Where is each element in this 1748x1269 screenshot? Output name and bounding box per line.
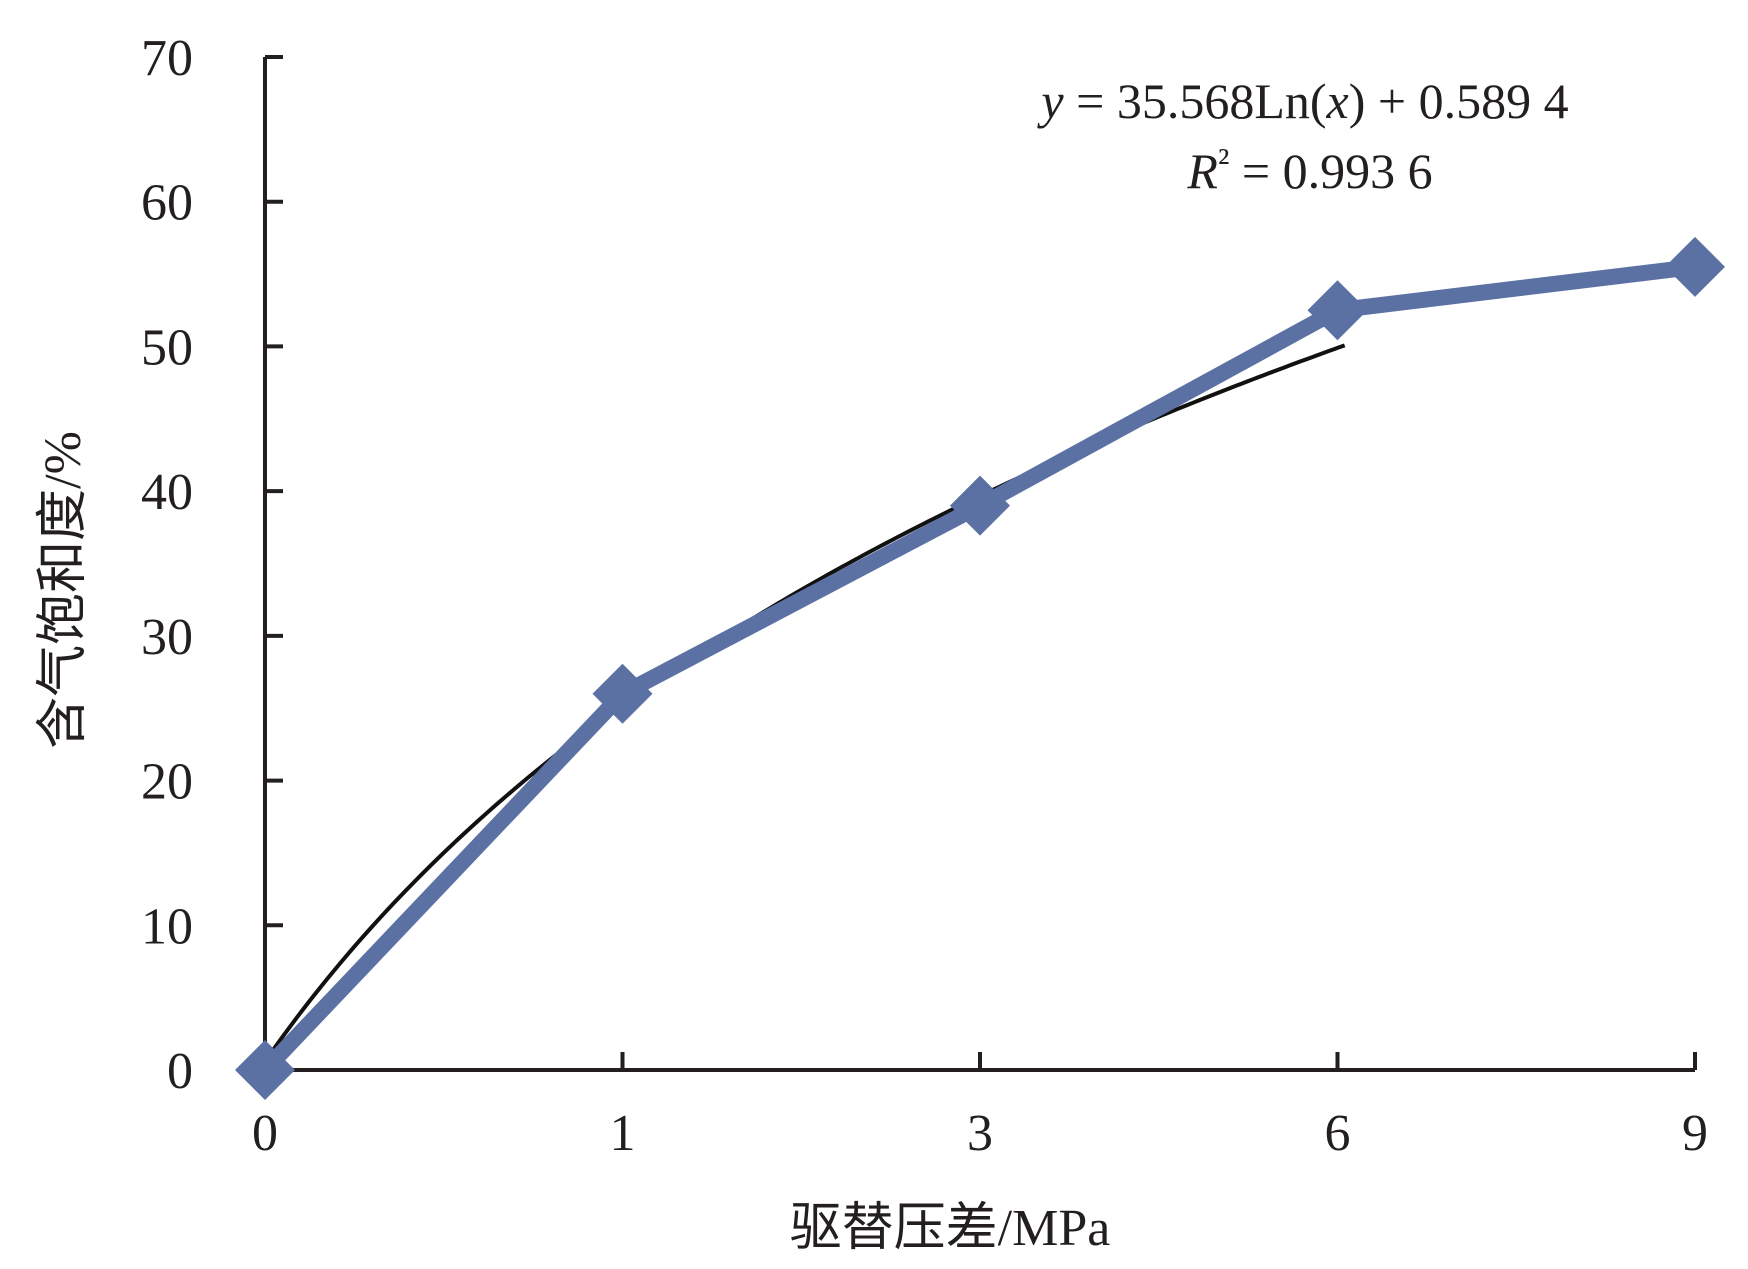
x-tick-label: 3	[967, 1105, 993, 1162]
equation-x: x	[1326, 73, 1349, 129]
y-tick-label: 30	[141, 609, 193, 666]
r2-tail: = 0.993 6	[1229, 143, 1432, 199]
x-tick-label: 0	[252, 1105, 278, 1162]
data-point-marker	[592, 663, 653, 724]
axes: 0 10 20 30 40 50 60 70 0 1 3 6 9	[141, 30, 1708, 1162]
y-tick-label: 0	[167, 1043, 193, 1100]
y-tick-label: 20	[141, 754, 193, 811]
series-layer	[235, 236, 1725, 1100]
y-tick-label: 70	[141, 30, 193, 87]
y-tick-label: 50	[141, 319, 193, 376]
y-tick-label: 40	[141, 464, 193, 521]
x-tick-label: 6	[1325, 1105, 1351, 1162]
y-tick-label: 60	[141, 175, 193, 232]
y-axis-title: 含气饱和度/%	[35, 431, 92, 749]
trendline-r-squared: R² = 0.993 6	[1186, 141, 1432, 199]
trendline-layer	[263, 343, 1346, 1063]
equation-y: y	[1036, 73, 1064, 129]
data-point-marker	[235, 1040, 295, 1100]
r2-sup: ²	[1218, 141, 1229, 183]
data-point-marker	[1307, 280, 1368, 341]
x-tick-label: 1	[610, 1105, 636, 1162]
r2-r: R	[1186, 143, 1218, 199]
trendline-equation: y = 35.568Ln(x) + 0.589 4	[1036, 73, 1568, 129]
equation-mid: = 35.568Ln(	[1064, 73, 1327, 129]
equation-tail: ) + 0.589 4	[1349, 73, 1569, 129]
y-tick-label: 10	[141, 898, 193, 955]
trendline-curve	[263, 343, 1346, 1063]
x-tick-label: 9	[1682, 1105, 1708, 1162]
x-axis-title: 驱替压差/MPa	[790, 1200, 1111, 1257]
data-point-marker	[950, 475, 1010, 536]
data-point-marker	[1665, 236, 1725, 297]
series-line	[259, 258, 1696, 1076]
